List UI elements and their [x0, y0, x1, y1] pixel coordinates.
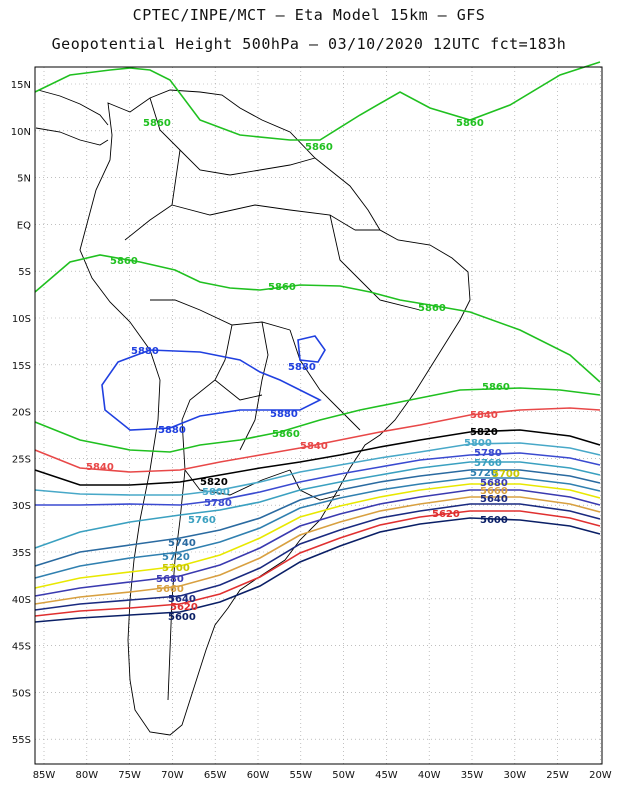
contour-label-5860: 5860 — [418, 303, 446, 314]
lat-tick-label: 40S — [12, 595, 31, 606]
lat-lon-grid — [35, 67, 602, 764]
contour-5880-east — [297, 335, 326, 363]
contour-label-5640: 5640 — [480, 494, 508, 505]
contour-5700 — [34, 483, 601, 589]
contour-label-5780: 5780 — [204, 498, 232, 509]
contour-5860-south — [34, 254, 601, 383]
contour-5860-north — [34, 61, 601, 141]
contour-label-5600: 5600 — [168, 612, 196, 623]
contour-label-5860: 5860 — [143, 118, 171, 129]
contour-5780 — [35, 452, 601, 506]
contour-label-5640: 5640 — [168, 594, 196, 605]
map-frame — [34, 66, 603, 765]
contour-label-5700: 5700 — [492, 469, 520, 480]
caribbean-coast — [35, 127, 109, 146]
contour-5640 — [34, 503, 601, 611]
contour-5740 — [34, 469, 601, 567]
lat-tick-label: 10S — [12, 314, 31, 325]
longitude-labels: 85W 80W 75W 70W 65W 60W 55W 50W 45W 40W 35W 30W 25W 2… — [33, 770, 612, 781]
map-title-line-1: CPTEC/INPE/MCT – Eta Model 15km – GFS — [132, 6, 486, 24]
lat-tick-label: 25S — [12, 454, 31, 465]
contour-label-5600: 5600 — [480, 515, 508, 526]
contour-label-5860: 5860 — [305, 142, 333, 153]
lon-tick-label: 55W — [289, 770, 312, 781]
lon-tick-label: 20W — [589, 770, 612, 781]
lat-tick-label: 45S — [12, 642, 31, 653]
lon-tick-label: 25W — [546, 770, 569, 781]
contour-label-5840: 5840 — [300, 441, 328, 452]
south-america-coastline — [79, 89, 471, 736]
contour-label-5820: 5820 — [200, 477, 228, 488]
contour-label-5740: 5740 — [168, 538, 196, 549]
contour-label-5680: 5680 — [480, 478, 508, 489]
lon-tick-label: 60W — [247, 770, 270, 781]
contour-5620 — [34, 510, 601, 617]
contour-label-5800: 5800 — [464, 438, 492, 449]
lon-tick-label: 40W — [418, 770, 441, 781]
contour-label-5880: 5880 — [131, 346, 159, 357]
lat-tick-label: 35S — [12, 548, 31, 559]
contour-label-5680: 5680 — [156, 574, 184, 585]
contour-label-5820: 5820 — [470, 427, 498, 438]
lon-tick-label: 85W — [33, 770, 56, 781]
lon-tick-label: 65W — [204, 770, 227, 781]
contour-label-5800: 5800 — [202, 487, 230, 498]
contour-5680 — [34, 489, 601, 597]
lat-tick-label: 10N — [11, 127, 31, 138]
contour-label-5860: 5860 — [268, 282, 296, 293]
lon-tick-label: 30W — [503, 770, 526, 781]
contour-5720 — [34, 477, 601, 579]
contour-label-5860: 5860 — [456, 118, 484, 129]
contour-label-5620: 5620 — [170, 602, 198, 613]
lon-tick-label: 80W — [75, 770, 98, 781]
lat-tick-label: 5S — [18, 267, 31, 278]
central-america-coastline — [37, 89, 109, 126]
contour-lines — [34, 61, 601, 623]
lon-tick-label: 70W — [161, 770, 184, 781]
contour-label-5720: 5720 — [470, 468, 498, 479]
contour-label-5700: 5700 — [162, 563, 190, 574]
lat-tick-label: 20S — [12, 408, 31, 419]
coastlines-and-borders — [35, 89, 471, 736]
contour-label-5760: 5760 — [188, 515, 216, 526]
contour-5860-lower — [34, 387, 601, 453]
contour-label-5860: 5860 — [272, 429, 300, 440]
contour-label-5660: 5660 — [480, 486, 508, 497]
contour-5760 — [34, 461, 601, 549]
contour-5660 — [34, 496, 601, 605]
contour-label-5880: 5880 — [270, 409, 298, 420]
lat-tick-label: 55S — [12, 735, 31, 746]
contour-5880-west — [101, 349, 322, 431]
country-borders — [124, 97, 421, 701]
lat-tick-label: 5N — [17, 174, 31, 185]
contour-label-5860: 5860 — [482, 382, 510, 393]
contour-label-5840: 5840 — [470, 410, 498, 421]
contour-5800 — [34, 442, 601, 496]
contour-labels: 5860 5860 5860 5860 5860 5860 5860 5860 … — [86, 118, 520, 623]
map-title-line-2: Geopotential Height 500hPa – 03/10/2020 … — [51, 35, 567, 53]
contour-5820 — [34, 429, 601, 486]
contour-label-5880: 5880 — [288, 362, 316, 373]
lon-tick-label: 50W — [332, 770, 355, 781]
contour-label-5760: 5760 — [474, 458, 502, 469]
contour-label-5780: 5780 — [474, 448, 502, 459]
contour-label-5620: 5620 — [432, 509, 460, 520]
contour-label-5720: 5720 — [162, 552, 190, 563]
lat-tick-label: 50S — [12, 688, 31, 699]
lon-tick-label: 75W — [118, 770, 141, 781]
lat-tick-label: 30S — [12, 501, 31, 512]
contour-5600 — [34, 517, 601, 623]
lat-tick-label: 15N — [11, 80, 31, 91]
latitude-labels: 15N 10N 5N EQ 5S 10S 15S 20S 25S 30S 35S 40S 45S 50S 5… — [11, 80, 31, 746]
contour-5840 — [34, 407, 601, 473]
lon-tick-label: 45W — [375, 770, 398, 781]
contour-label-5860: 5860 — [110, 256, 138, 267]
contour-label-5660: 5660 — [156, 584, 184, 595]
lat-tick-label: EQ — [17, 220, 31, 231]
contour-label-5840: 5840 — [86, 462, 114, 473]
lon-tick-label: 35W — [461, 770, 484, 781]
lat-tick-label: 15S — [12, 361, 31, 372]
contour-label-5880: 5880 — [158, 425, 186, 436]
